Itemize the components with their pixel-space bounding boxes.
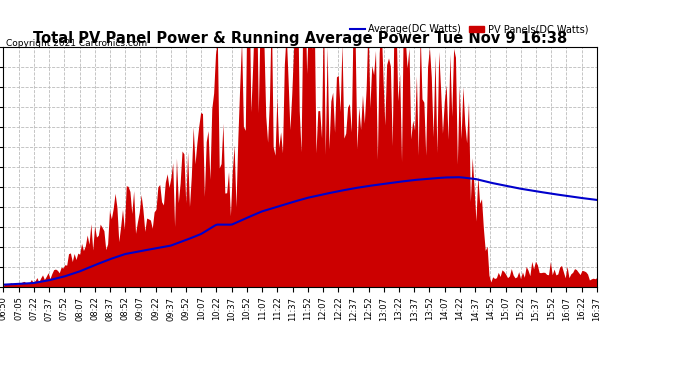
Title: Total PV Panel Power & Running Average Power Tue Nov 9 16:38: Total PV Panel Power & Running Average P… [33, 31, 567, 46]
Text: Copyright 2021 Cartronics.com: Copyright 2021 Cartronics.com [6, 39, 147, 48]
Legend: Average(DC Watts), PV Panels(DC Watts): Average(DC Watts), PV Panels(DC Watts) [346, 21, 592, 38]
